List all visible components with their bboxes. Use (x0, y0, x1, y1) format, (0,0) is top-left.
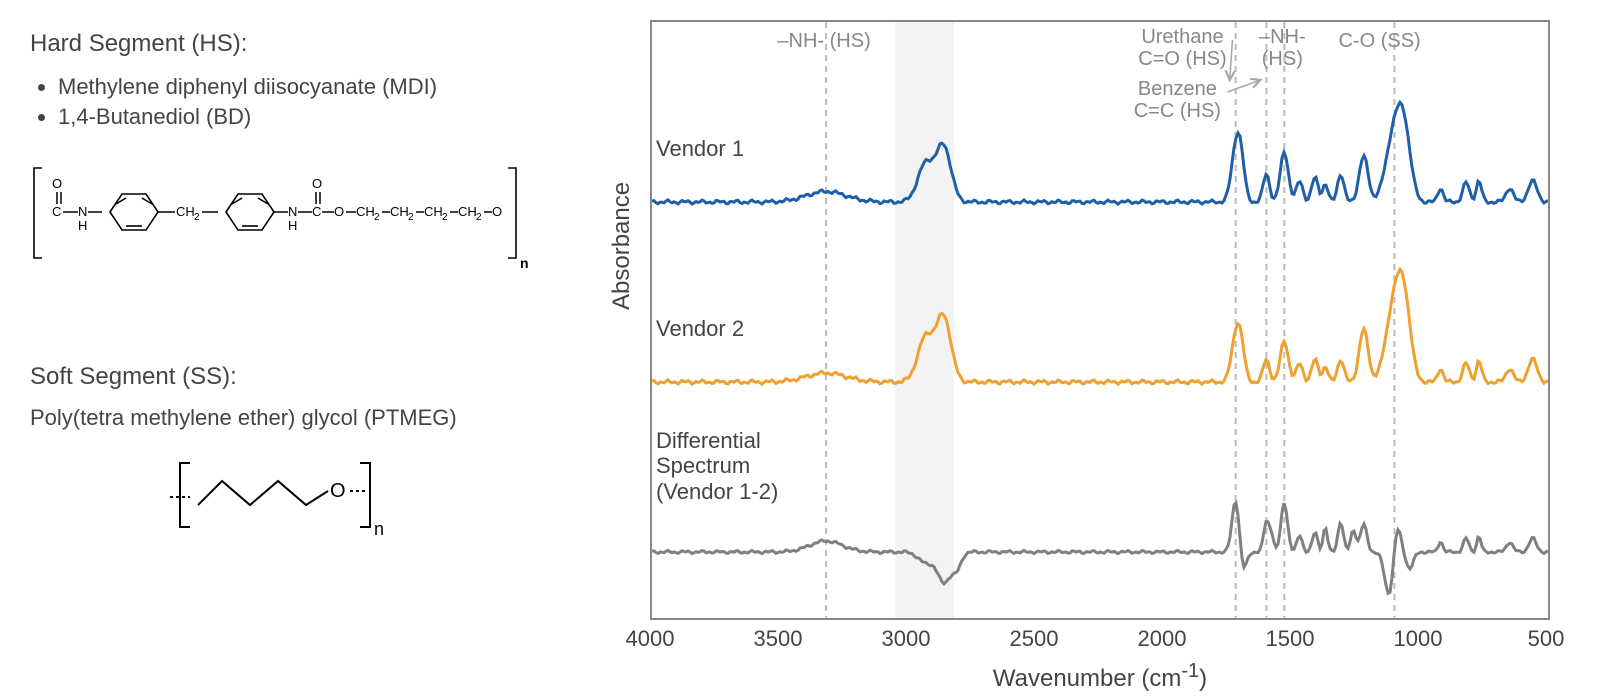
ss-structure: n O (150, 445, 560, 550)
chart-annotation: C-O (SS) (1325, 30, 1435, 52)
svg-text:n: n (520, 255, 529, 271)
chart-panel: Absorbance 4000 3500 3000 2500 2000 1500 1000 5… (570, 0, 1600, 698)
chart-svg (652, 22, 1548, 618)
svg-text:C: C (52, 204, 61, 219)
hs-structure: n O C N H (30, 148, 560, 283)
x-tick: 2000 (1138, 626, 1187, 652)
chart-annotation: BenzeneC=C (HS) (1122, 78, 1232, 122)
svg-text:O: O (330, 480, 346, 502)
chart-annotation: –NH- (HS) (769, 30, 879, 52)
chart-annotation: UrethaneC=O (HS) (1127, 26, 1237, 70)
x-tick: 2500 (1010, 626, 1059, 652)
svg-text:2: 2 (408, 212, 414, 223)
series-label: Vendor 1 (656, 136, 744, 161)
svg-text:N: N (78, 204, 87, 219)
x-tick: 4000 (626, 626, 675, 652)
hs-structure-svg: n O C N H (30, 148, 530, 278)
page-root: Hard Segment (HS): Methylene diphenyl di… (0, 0, 1600, 698)
series-label: DifferentialSpectrum(Vendor 1-2) (656, 428, 778, 504)
x-tick: 3500 (754, 626, 803, 652)
chart-annotation: –NH-(HS) (1227, 26, 1337, 70)
svg-text:N: N (288, 204, 297, 219)
ss-title: Soft Segment (SS): (30, 363, 560, 391)
series-label: Vendor 2 (656, 316, 744, 341)
x-tick: 500 (1528, 626, 1565, 652)
svg-text:CH: CH (458, 204, 477, 219)
hs-item: Methylene diphenyl diisocyanate (MDI) (58, 74, 560, 100)
svg-text:CH: CH (176, 204, 195, 219)
svg-text:O: O (312, 176, 322, 191)
x-tick: 3000 (882, 626, 931, 652)
ss-structure-svg: n O (150, 445, 410, 545)
svg-text:CH: CH (356, 204, 375, 219)
svg-text:O: O (334, 204, 344, 219)
chart-plot-area (650, 20, 1550, 620)
y-axis-label: Absorbance (608, 182, 636, 310)
hs-item: 1,4-Butanediol (BD) (58, 104, 560, 130)
svg-text:2: 2 (194, 212, 200, 223)
svg-text:2: 2 (476, 212, 482, 223)
svg-text:O: O (492, 204, 502, 219)
svg-text:O: O (52, 176, 62, 191)
svg-text:n: n (374, 519, 384, 539)
svg-text:CH: CH (390, 204, 409, 219)
hs-list: Methylene diphenyl diisocyanate (MDI) 1,… (30, 74, 560, 130)
svg-text:2: 2 (374, 212, 380, 223)
svg-text:H: H (288, 218, 297, 233)
ss-subtitle: Poly(tetra methylene ether) glycol (PTME… (30, 405, 560, 431)
x-tick: 1500 (1266, 626, 1315, 652)
x-axis-label: Wavenumber (cm-1) (650, 660, 1550, 693)
left-panel: Hard Segment (HS): Methylene diphenyl di… (0, 0, 570, 698)
svg-text:2: 2 (442, 212, 448, 223)
hs-title: Hard Segment (HS): (30, 30, 560, 58)
svg-text:H: H (78, 218, 87, 233)
svg-text:C: C (312, 204, 321, 219)
x-tick: 1000 (1394, 626, 1443, 652)
svg-text:CH: CH (424, 204, 443, 219)
